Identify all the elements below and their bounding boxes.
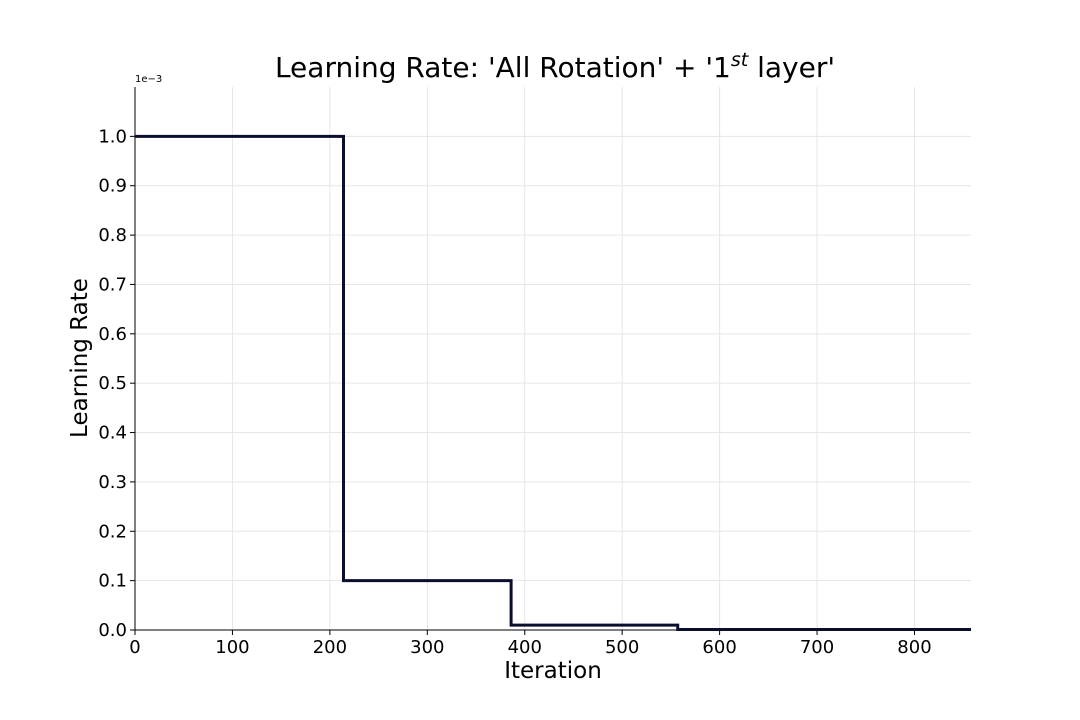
x-tick-label: 200: [313, 637, 347, 658]
series-line: [135, 134, 971, 631]
x-tick-label: 700: [800, 637, 834, 658]
y-tick-label: 0.4: [98, 423, 127, 444]
axis-ticks: 0 100 200 300 400 500 600 700 800 0.0 0.1 0.2 0.3 0.4…: [98, 126, 931, 658]
x-tick-label: 300: [410, 637, 444, 658]
x-tick-label: 400: [508, 637, 542, 658]
y-tick-label: 0.1: [98, 571, 127, 592]
y-tick-label: 0.2: [98, 521, 127, 542]
y-tick-label: 0.5: [98, 373, 127, 394]
y-tick-label: 0.9: [98, 176, 127, 197]
x-axis-label: Iteration: [504, 658, 602, 684]
y-tick-label: 0.6: [98, 324, 127, 345]
chart-title: Learning Rate: 'All Rotation' + '1st lay…: [275, 49, 835, 84]
series: [135, 134, 971, 631]
y-tick-label: 0.7: [98, 274, 127, 295]
y-tick-label: 0.0: [98, 620, 127, 641]
x-tick-label: 0: [129, 637, 140, 658]
x-tick-label: 100: [215, 637, 249, 658]
y-tick-label: 0.3: [98, 472, 127, 493]
x-tick-label: 500: [605, 637, 639, 658]
y-axis-label: Learning Rate: [67, 278, 93, 438]
y-tick-label: 0.8: [98, 225, 127, 246]
x-tick-label: 600: [702, 637, 736, 658]
y-offset-text: 1e−3: [135, 74, 162, 85]
y-tick-label: 1.0: [98, 126, 127, 147]
x-tick-label: 800: [897, 637, 931, 658]
grid: [134, 87, 971, 631]
